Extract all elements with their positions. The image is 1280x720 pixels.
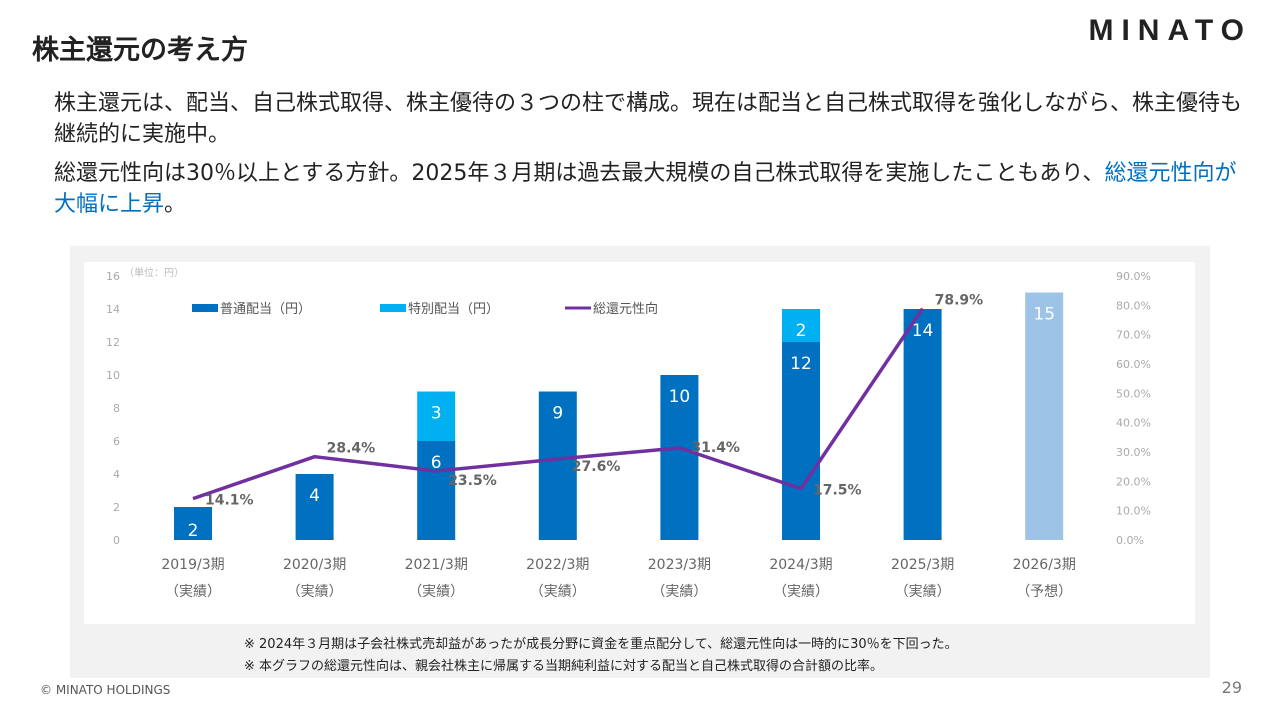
- payout-ratio-label: 27.6%: [572, 459, 621, 475]
- p2-highlight: 総還元性向が大幅に上昇: [54, 161, 1237, 217]
- payout-ratio-label: 31.4%: [691, 440, 740, 456]
- x-tick-label: 2023/3期: [648, 557, 711, 573]
- y-right-tick: 20.0%: [1116, 475, 1151, 488]
- x-tick-label: 2021/3期: [405, 557, 468, 573]
- x-tick-label: 2025/3期: [891, 557, 954, 573]
- x-tick-sub: （実績）: [530, 584, 586, 600]
- y-right-tick: 40.0%: [1116, 417, 1151, 430]
- note-2: ※ 本グラフの総還元性向は、親会社株主に帰属する当期純利益に対する配当と自己株式…: [244, 659, 884, 674]
- y-right-tick: 0.0%: [1116, 534, 1144, 547]
- copyright: © MINATO HOLDINGS: [40, 683, 171, 697]
- bar-regular-dividend: [782, 342, 820, 540]
- y-left-tick: 8: [113, 402, 120, 415]
- x-tick-sub: （実績）: [651, 584, 707, 600]
- bar-value-label: 4: [309, 486, 320, 506]
- y-right-tick: 80.0%: [1116, 299, 1151, 312]
- x-tick-label: 2022/3期: [526, 557, 589, 573]
- payout-ratio-label: 23.5%: [448, 473, 497, 489]
- bar-regular-dividend: [174, 507, 212, 540]
- bar-value-label: 3: [431, 404, 442, 424]
- bar-regular-dividend: [660, 375, 699, 540]
- p2-text: 総還元性向は30％以上とする方針。2025年３月期は過去最大規模の自己株式取得を…: [54, 161, 1105, 186]
- y-left-tick: 6: [113, 435, 120, 448]
- bar-value-label: 10: [669, 387, 691, 407]
- y-left-tick: 0: [113, 534, 120, 547]
- bar-special-dividend: [417, 391, 456, 441]
- payout-ratio-label: 78.9%: [935, 293, 984, 309]
- y-right-tick: 90.0%: [1116, 270, 1151, 283]
- bar-regular-dividend: [1025, 292, 1064, 540]
- bar-value-label: 2: [188, 521, 199, 541]
- x-tick-sub: （実績）: [408, 584, 464, 600]
- y-left-tick: 2: [113, 501, 120, 514]
- x-tick-label: 2024/3期: [769, 557, 832, 573]
- bar-regular-dividend: [295, 474, 334, 540]
- y-left-tick: 12: [106, 336, 120, 349]
- bar-value-label: 14: [912, 321, 934, 341]
- bar-value-label: 2: [796, 321, 807, 341]
- x-tick-sub: （実績）: [165, 584, 221, 600]
- x-tick-label: 2019/3期: [161, 557, 224, 573]
- bar-regular-dividend: [538, 391, 577, 540]
- bar-regular-dividend: [417, 441, 456, 540]
- x-tick-label: 2020/3期: [283, 557, 346, 573]
- payout-ratio-label: 17.5%: [813, 483, 862, 499]
- x-tick-label: 2026/3期: [1013, 557, 1076, 573]
- y-right-tick: 10.0%: [1116, 505, 1151, 518]
- x-tick-sub: （実績）: [287, 584, 343, 600]
- chart-area: [84, 262, 1195, 624]
- legend-swatch: [380, 304, 406, 312]
- x-tick-sub: （予想）: [1016, 584, 1072, 600]
- legend-label: 総還元性向: [593, 301, 658, 317]
- x-tick-sub: （実績）: [773, 584, 829, 600]
- y-right-tick: 70.0%: [1116, 329, 1151, 342]
- p2-end: 。: [164, 192, 187, 217]
- page-number: 29: [1221, 678, 1242, 697]
- legend-swatch: [192, 304, 218, 312]
- payout-ratio-label: 28.4%: [327, 441, 376, 457]
- unit-label: （単位：円）: [124, 266, 184, 279]
- y-left-tick: 14: [106, 303, 120, 316]
- y-left-tick: 10: [106, 369, 120, 382]
- bar-special-dividend: [782, 309, 820, 342]
- payout-ratio-line: [192, 307, 925, 501]
- y-right-tick: 30.0%: [1116, 446, 1151, 459]
- bar-value-label: 15: [1033, 305, 1055, 325]
- y-right-tick: 50.0%: [1116, 387, 1151, 400]
- x-tick-sub: （実績）: [895, 584, 951, 600]
- bar-value-label: 6: [431, 453, 442, 473]
- bar-value-label: 12: [790, 354, 812, 374]
- bar-value-label: 9: [552, 404, 563, 424]
- legend-label: 特別配当（円）: [408, 302, 499, 317]
- y-right-tick: 60.0%: [1116, 358, 1151, 371]
- paragraph-2: 総還元性向は30％以上とする方針。2025年３月期は過去最大規模の自己株式取得を…: [54, 158, 1244, 220]
- bar-regular-dividend: [903, 309, 942, 540]
- note-1: ※ 2024年３月期は子会社株式売却益があったが成長分野に資金を重点配分して、総…: [244, 637, 958, 652]
- page-title: 株主還元の考え方: [32, 35, 248, 66]
- y-left-tick: 4: [113, 468, 120, 481]
- y-left-tick: 16: [106, 270, 120, 283]
- payout-ratio-label: 14.1%: [205, 493, 254, 509]
- paragraph-1: 株主還元は、配当、自己株式取得、株主優待の３つの柱で構成。現在は配当と自己株式取…: [54, 91, 1243, 147]
- minato-logo: MINATO: [1088, 14, 1252, 47]
- legend-label: 普通配当（円）: [220, 302, 311, 317]
